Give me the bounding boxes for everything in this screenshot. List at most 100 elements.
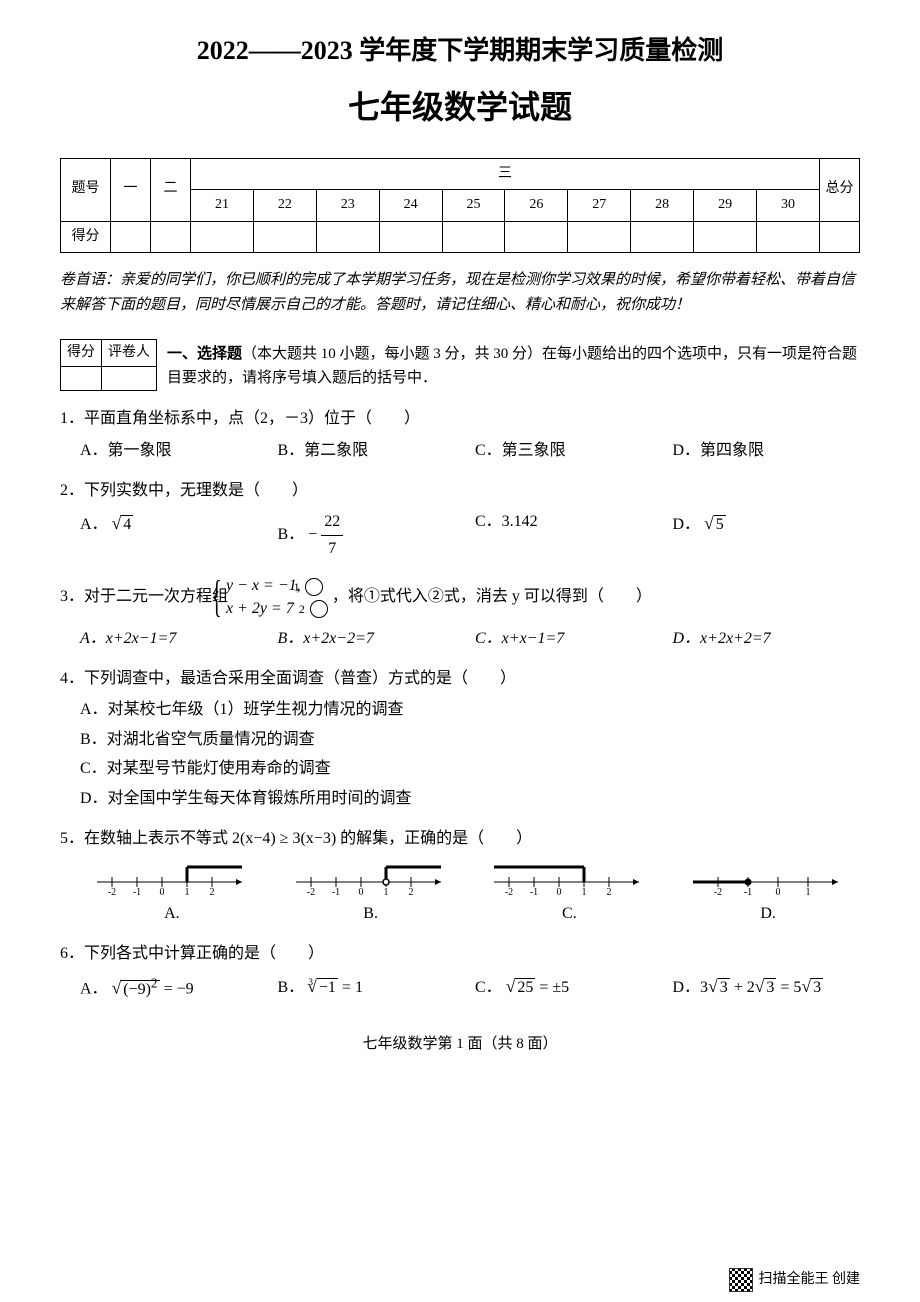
option-a: A．第一象限 (80, 438, 268, 464)
question-5-options: -2 -1 0 1 2 A. -2 -1 (60, 857, 860, 927)
page-footer: 七年级数学第 1 面（共 8 面） (60, 1032, 860, 1056)
numberline-d: -2 -1 0 1 (688, 857, 848, 897)
sqrt-expr: √(−9)2 (112, 972, 160, 1002)
question-1-text: 1．平面直角坐标系中，点（2，－3）位于（ ） (60, 406, 860, 432)
option-b: B．第二象限 (278, 438, 466, 464)
cell-label-score: 得分 (61, 221, 111, 252)
page-title-sub: 七年级数学试题 (60, 82, 860, 133)
option-c-post: = ±5 (539, 979, 569, 996)
option-b: B． − 22 7 (278, 509, 466, 561)
question-6-text: 6．下列各式中计算正确的是（ ） (60, 941, 860, 967)
option-b: B．对湖北省空气质量情况的调查 (80, 727, 860, 753)
radicand: 4 (121, 515, 133, 533)
radicand: 3 (811, 978, 823, 996)
cell-q25: 25 (442, 190, 505, 221)
sqrt-expr: √3 (755, 972, 777, 1001)
option-d-post: = 5 (776, 979, 801, 996)
sqrt-expr: √5 (704, 509, 726, 538)
option-a: A． √4 (80, 509, 268, 561)
svg-text:1: 1 (184, 887, 189, 897)
score-blank (757, 221, 820, 252)
fraction: 22 7 (321, 509, 343, 561)
score-blank (568, 221, 631, 252)
score-blank (316, 221, 379, 252)
scanner-watermark: 扫描全能王 创建 (729, 1268, 861, 1292)
cell-q26: 26 (505, 190, 568, 221)
radicand: −1 (317, 978, 338, 996)
scorebox-blank (61, 367, 102, 391)
cell-section-1: 一 (111, 158, 151, 221)
cell-q21: 21 (191, 190, 254, 221)
svg-text:-1: -1 (530, 887, 538, 897)
score-blank (505, 221, 568, 252)
page-title-main: 2022——2023 学年度下学期期末学习质量检测 (60, 30, 860, 72)
radicand: 3 (718, 978, 730, 996)
option-c: C．第三象限 (475, 438, 663, 464)
option-a: A．对某校七年级（1）班学生视力情况的调查 (80, 697, 860, 723)
option-c: -2 -1 0 1 2 C. (478, 857, 662, 927)
sqrt-expr: √4 (112, 509, 134, 538)
scorebox-reviewer-label: 评卷人 (102, 339, 157, 366)
option-b: B． 3√−1 = 1 (278, 972, 466, 1002)
option-a: A．x+2x−1=7 (80, 626, 268, 652)
sqrt-expr: √3 (801, 972, 823, 1001)
score-blank (442, 221, 505, 252)
numerator: 22 (321, 509, 343, 536)
sqrt-expr: √25 (506, 972, 536, 1001)
section-title-bold: 一、选择题 (167, 346, 242, 362)
svg-text:-1: -1 (744, 887, 752, 897)
option-d: D．3√3 + 2√3 = 5√3 (673, 972, 861, 1002)
option-d: D． √5 (673, 509, 861, 561)
question-4-text: 4．下列调查中，最适合采用全面调查（普查）方式的是（ ） (60, 666, 860, 692)
numberline-c: -2 -1 0 1 2 (489, 857, 649, 897)
option-d-prefix: D．3 (673, 979, 709, 996)
score-blank (379, 221, 442, 252)
option-c-label: C. (478, 901, 662, 927)
cell-section-2: 二 (151, 158, 191, 221)
cell-q23: 23 (316, 190, 379, 221)
eq1: y − x = −1, (226, 577, 301, 594)
svg-text:-2: -2 (505, 887, 513, 897)
scorebox-score-label: 得分 (61, 339, 102, 366)
question-1: 1．平面直角坐标系中，点（2，－3）位于（ ） A．第一象限 B．第二象限 C．… (60, 406, 860, 463)
option-d: D．x+2x+2=7 (673, 626, 861, 652)
section-1-header: 得分 评卷人 一、选择题（本大题共 10 小题，每小题 3 分，共 30 分）在… (60, 339, 860, 391)
option-b-prefix: B． (278, 526, 305, 543)
radicand: 3 (764, 978, 776, 996)
svg-text:-2: -2 (306, 887, 314, 897)
option-a: -2 -1 0 1 2 A. (80, 857, 264, 927)
svg-text:0: 0 (776, 887, 781, 897)
scorebox-blank (102, 367, 157, 391)
qr-icon (729, 1268, 753, 1292)
q3-pre: 3．对于二元一次方程组 (60, 588, 228, 605)
numberline-b: -2 -1 0 1 2 (291, 857, 451, 897)
question-1-options: A．第一象限 B．第二象限 C．第三象限 D．第四象限 (60, 438, 860, 464)
circled-1: 1 (305, 578, 323, 596)
radicand: 25 (515, 978, 535, 996)
option-c: C．3.142 (475, 509, 663, 561)
option-b: -2 -1 0 1 2 B. (279, 857, 463, 927)
score-blank (191, 221, 254, 252)
question-2: 2．下列实数中，无理数是（ ） A． √4 B． − 22 7 C．3.142 … (60, 478, 860, 562)
question-3: 3．对于二元一次方程组 y − x = −1, 1 x + 2y = 7 2 ，… (60, 575, 860, 651)
section-scorebox: 得分 评卷人 (60, 339, 157, 391)
cell-section-3: 三 (191, 158, 820, 189)
question-2-options: A． √4 B． − 22 7 C．3.142 D． √5 (60, 509, 860, 561)
question-3-text: 3．对于二元一次方程组 y − x = −1, 1 x + 2y = 7 2 ，… (60, 575, 860, 620)
score-blank (111, 221, 151, 252)
option-c-prefix: C． (475, 979, 502, 996)
option-d: D．对全国中学生每天体育锻炼所用时间的调查 (80, 786, 860, 812)
svg-text:1: 1 (582, 887, 587, 897)
option-d-label: D. (676, 901, 860, 927)
option-a-prefix: A． (80, 981, 108, 998)
radicand: (−9) (123, 981, 151, 998)
score-blank (631, 221, 694, 252)
cell-q28: 28 (631, 190, 694, 221)
question-5: 5．在数轴上表示不等式 2(x−4) ≥ 3(x−3) 的解集，正确的是（ ） … (60, 826, 860, 927)
option-b-post: = 1 (342, 979, 363, 996)
option-a: A． √(−9)2 = −9 (80, 972, 268, 1002)
option-d-mid: + 2 (730, 979, 755, 996)
exponent: 2 (151, 975, 158, 990)
svg-text:-1: -1 (331, 887, 339, 897)
score-blank (694, 221, 757, 252)
